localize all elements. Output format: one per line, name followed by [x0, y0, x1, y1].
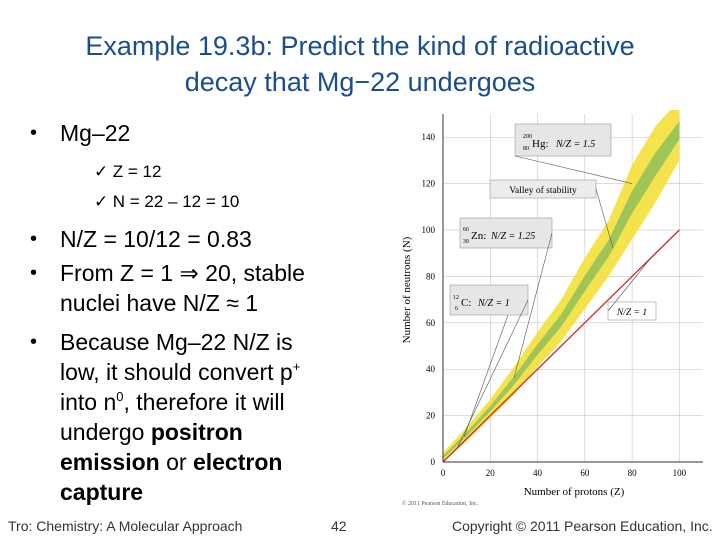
footer-copyright: Copyright © 2011 Pearson Education, Inc.	[452, 518, 713, 534]
y-tick-label: 80	[426, 271, 436, 281]
zn-label: Zn:	[471, 230, 486, 242]
bullet-text-line: nuclei have N/Z ≈ 1	[60, 290, 258, 316]
x-tick-label: 0	[441, 468, 446, 478]
c-label: C:	[461, 297, 471, 309]
x-tick-label: 40	[533, 468, 543, 478]
y-tick-label: 0	[431, 457, 436, 467]
text-run: , therefore it will	[123, 389, 285, 415]
reference-line-layer	[442, 229, 680, 463]
x-axis-label: Number of protons (Z)	[524, 486, 625, 498]
sub-bullet-text: N = 22 – 12 = 10	[112, 192, 240, 211]
c-subscript: 6	[455, 306, 458, 312]
bullet-dot: •	[30, 331, 38, 353]
stable-nuclides-area	[443, 121, 680, 459]
footer-source: Tro: Chemistry: A Molecular Approach	[8, 518, 243, 534]
y-axis-label: Number of neutrons (N)	[401, 236, 413, 343]
reference-line	[442, 229, 680, 463]
c-superscript: 12	[453, 295, 459, 301]
y-tick-label: 100	[422, 225, 436, 235]
bullet-text: N/Z = 10/12 = 0.83	[60, 226, 252, 252]
bold-term-emission: emission	[60, 449, 160, 475]
zn-superscript: 66	[463, 227, 469, 233]
x-tick-label: 100	[673, 468, 687, 478]
sub-bullet-n: ✓ N = 22 – 12 = 10	[94, 192, 239, 212]
pointer-line	[607, 257, 652, 312]
bold-term-electron: electron	[192, 449, 283, 475]
c-ratio: N/Z = 1	[477, 298, 510, 309]
bullet-dot: •	[30, 122, 38, 144]
axes: 0 20 40 60 80 100 0 20 40 60 80 100 120 140	[422, 114, 703, 478]
hg-box	[514, 123, 612, 157]
x-tick-label: 60	[580, 468, 590, 478]
valley-annotation: Valley of stability	[489, 179, 597, 199]
chart-svg: 0 20 40 60 80 100 0 20 40 60 80 100 120 140 200 80 Hg…	[401, 110, 703, 507]
hg-ratio: N/Z = 1.5	[555, 139, 595, 150]
bullet-dot: •	[30, 228, 38, 250]
text-run: undergo	[60, 419, 151, 445]
slide-title: Example 19.3b: Predict the kind of radio…	[0, 28, 720, 100]
sub-bullet-z: ✓ Z = 12	[94, 162, 161, 182]
superscript-zero: 0	[116, 389, 124, 404]
bold-term-positron: positron	[150, 419, 243, 445]
bullet-text-line: undergo positron	[60, 417, 243, 447]
zn-ratio: N/Z = 1.25	[490, 231, 535, 242]
bullet-text-line: From Z = 1 ⇒ 20, stable	[60, 260, 305, 286]
hg-superscript: 200	[523, 134, 532, 140]
x-tick-label: 80	[628, 468, 638, 478]
pointer-line	[463, 314, 509, 437]
annotation-pointers	[456, 155, 652, 449]
bullet-text-line: low, it should convert p+	[60, 357, 300, 387]
text-run: or	[159, 449, 193, 475]
stability-band-area	[443, 110, 680, 462]
y-tick-label: 120	[422, 179, 436, 189]
bullet-text-line: Because Mg–22 N/Z is	[60, 329, 293, 355]
check-icon: ✓	[94, 192, 109, 211]
pointer-line	[514, 155, 633, 184]
hg-annotation: 200 80 Hg: N/Z = 1.5	[514, 123, 612, 157]
c-annotation: 12 6 C: N/Z = 1	[449, 284, 529, 316]
pointer-line	[595, 188, 614, 249]
line-annotation: N/Z = 1	[607, 301, 657, 321]
hg-label: Hg:	[532, 138, 549, 150]
y-tick-label: 60	[426, 318, 436, 328]
text-run: into n	[60, 389, 117, 415]
bullet-text-line: emission or electron	[60, 447, 282, 477]
y-tick-label: 40	[426, 364, 436, 374]
hg-subscript: 80	[523, 146, 529, 152]
zn-subscript: 30	[463, 239, 469, 245]
chart-credit: © 2011 Pearson Education, Inc.	[402, 500, 479, 507]
stability-chart: 0 20 40 60 80 100 0 20 40 60 80 100 120 140 200 80 Hg…	[398, 110, 708, 510]
check-icon: ✓	[94, 162, 109, 181]
title-line-2: decay that Mg−22 undergoes	[184, 67, 536, 97]
y-tick-label: 20	[426, 411, 436, 421]
bullet-dot: •	[30, 262, 38, 284]
bullet-text-line: into n0, therefore it will	[60, 387, 285, 417]
bullet-text: Mg–22	[60, 120, 131, 146]
bullet-text-line: capture	[60, 477, 143, 507]
c-box	[449, 284, 529, 316]
y-tick-label: 140	[422, 132, 436, 142]
stability-band	[443, 110, 680, 462]
bold-term-capture: capture	[60, 479, 144, 505]
footer-page-number: 42	[331, 518, 347, 534]
line-label: N/Z = 1	[616, 308, 647, 318]
zn-box	[459, 217, 553, 249]
x-tick-label: 20	[486, 468, 496, 478]
text-run: low, it should convert p	[60, 359, 293, 385]
pointer-line	[513, 232, 553, 379]
valley-label: Valley of stability	[509, 185, 577, 196]
sub-bullet-text: Z = 12	[112, 162, 162, 181]
title-line-1: Example 19.3b: Predict the kind of radio…	[85, 31, 635, 61]
zn-annotation: 66 30 Zn: N/Z = 1.25	[459, 217, 553, 249]
superscript-plus: +	[292, 359, 301, 374]
